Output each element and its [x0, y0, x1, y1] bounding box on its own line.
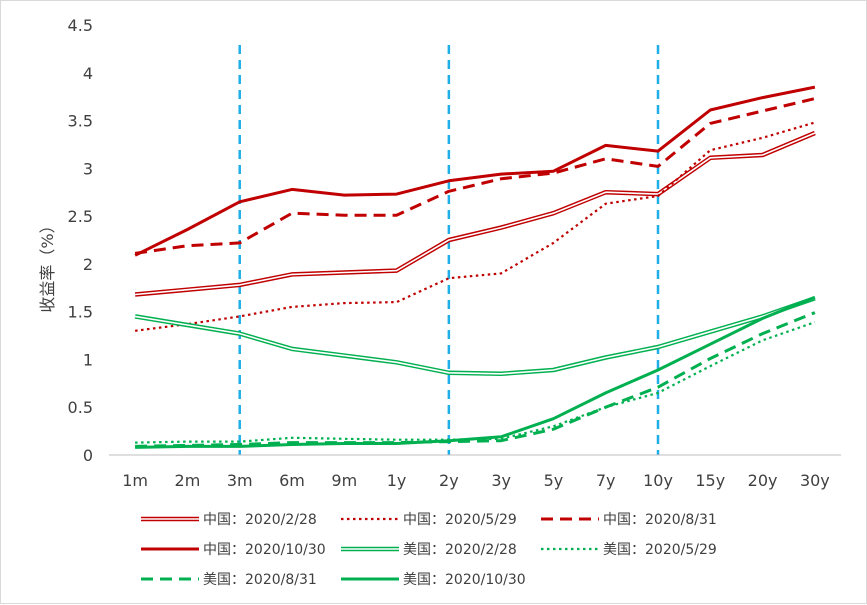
y-tick-label: 3.5 [68, 112, 93, 131]
legend-label: 美国：2020/8/31 [203, 572, 317, 588]
y-tick-label: 4 [83, 64, 93, 83]
legend-label: 美国：2020/10/30 [403, 572, 526, 588]
x-tick-label: 1m [122, 471, 148, 490]
series-1-line [134, 121, 816, 332]
y-axis-label: 收益率（%） [38, 217, 57, 312]
series-4-outer [134, 296, 816, 377]
legend-label: 美国：2020/2/28 [403, 542, 517, 558]
y-tick-label: 3 [83, 159, 93, 178]
series-0 [134, 130, 816, 297]
x-tick-label: 3m [227, 471, 253, 490]
legend-item: 美国：2020/8/31 [141, 572, 317, 588]
x-tick-label: 15y [695, 471, 725, 490]
series-0-inner [135, 132, 816, 296]
legend-label: 中国：2020/8/31 [603, 512, 717, 528]
y-tick-label: 0.5 [68, 398, 93, 417]
x-tick-label: 20y [748, 471, 778, 490]
y-tick-label: 4.5 [68, 16, 93, 35]
x-tick-label: 10y [643, 471, 673, 490]
x-tick-label: 1y [387, 471, 407, 490]
legend-item: 中国：2020/5/29 [341, 512, 517, 528]
x-tick-label: 9m [331, 471, 357, 490]
series-5 [135, 321, 816, 444]
legend-item: 中国：2020/2/28 [141, 512, 317, 528]
x-tick-label: 6m [279, 471, 305, 490]
y-tick-label: 1.5 [68, 303, 93, 322]
plot-area [134, 85, 816, 449]
y-tick-label: 2 [83, 255, 93, 274]
series-4 [134, 296, 816, 377]
legend-item: 美国：2020/5/29 [541, 542, 717, 558]
legend-item: 中国：2020/10/30 [141, 542, 326, 558]
x-tick-label: 30y [800, 471, 830, 490]
series-3-line [134, 85, 816, 257]
y-tick-label: 2.5 [68, 207, 93, 226]
x-tick-label: 3y [491, 471, 511, 490]
y-tick-label: 1 [83, 350, 93, 369]
series-4-inner [134, 297, 816, 375]
x-tick-label: 2y [439, 471, 459, 490]
legend-label: 美国：2020/5/29 [603, 542, 717, 558]
series-2 [134, 97, 816, 255]
y-tick-label: 0 [83, 446, 93, 465]
x-tick-label: 5y [544, 471, 564, 490]
legend: 中国：2020/2/28 中国：2020/5/29 中国：2020/8/31 中国：2… [141, 512, 717, 588]
legend-item: 美国：2020/2/28 [341, 542, 517, 558]
series-5-line [135, 321, 816, 444]
series-2-line [134, 97, 816, 255]
x-tick-label: 7y [596, 471, 616, 490]
x-tick-label: 2m [175, 471, 201, 490]
axes: 0 0.5 1 1.5 2 2.5 3 3.5 4 4.5 1m 2m 3m 6m 9m 1y 2y 3y 5y 7y… [68, 16, 841, 490]
legend-item: 美国：2020/10/30 [341, 572, 526, 588]
series-7-line [135, 295, 816, 449]
legend-item: 中国：2020/8/31 [541, 512, 717, 528]
legend-label: 中国：2020/5/29 [403, 512, 517, 528]
reference-lines [238, 45, 660, 455]
legend-label: 中国：2020/10/30 [203, 542, 326, 558]
series-7 [135, 295, 816, 449]
legend-label: 中国：2020/2/28 [203, 512, 317, 528]
series-1 [134, 121, 816, 332]
series-3 [134, 85, 816, 257]
